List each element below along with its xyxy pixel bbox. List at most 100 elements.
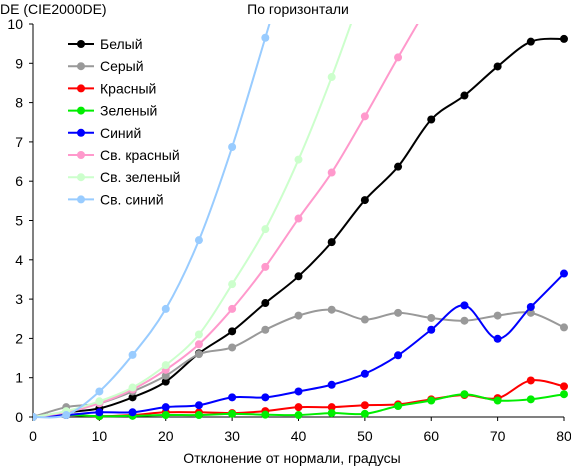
data-point (33, 413, 37, 421)
legend-marker (77, 106, 85, 115)
legend-item: Красный (68, 80, 156, 96)
x-tick-label: 20 (158, 428, 174, 444)
data-point (161, 411, 170, 420)
data-point (526, 302, 535, 311)
legend-label: Белый (100, 36, 143, 52)
data-point (294, 272, 303, 281)
chart-title: По горизонтали (247, 1, 349, 17)
data-point (95, 397, 104, 406)
data-point (161, 361, 170, 370)
data-point (360, 401, 369, 410)
x-tick-label: 70 (490, 428, 506, 444)
legend-label: Св. красный (100, 147, 180, 163)
data-point (228, 409, 237, 418)
data-point (394, 308, 403, 317)
legend-item: Серый (68, 58, 144, 74)
data-point (460, 390, 469, 399)
legend-item: Белый (68, 36, 143, 52)
data-point (460, 91, 469, 100)
data-point (327, 238, 336, 247)
data-point (95, 408, 104, 417)
legend-item: Синий (68, 125, 141, 141)
data-point (62, 411, 71, 420)
data-point (161, 403, 170, 412)
data-point (460, 301, 469, 310)
data-point (128, 383, 137, 392)
data-point (194, 401, 203, 410)
x-axis-title: Отклонение от нормали, градусы (183, 450, 400, 466)
series-1 (33, 305, 568, 421)
legend-marker (77, 84, 85, 93)
legend-label: Св. зеленый (100, 169, 180, 185)
data-point (128, 393, 137, 402)
y-tick-label: 7 (15, 134, 23, 150)
data-point (360, 369, 369, 378)
data-point (493, 334, 502, 343)
y-tick-label: 6 (15, 173, 23, 189)
y-tick-label: 10 (7, 16, 23, 32)
data-point (427, 115, 436, 124)
data-point (360, 112, 369, 121)
x-tick-label: 40 (291, 428, 307, 444)
data-point (327, 403, 336, 412)
series-6 (33, 24, 353, 421)
data-point (294, 155, 303, 164)
y-tick-label: 5 (15, 213, 23, 229)
data-point (427, 325, 436, 334)
x-tick-label: 30 (224, 428, 240, 444)
series-0 (33, 34, 568, 421)
data-point (161, 304, 170, 313)
data-point (161, 371, 170, 380)
y-tick-label: 4 (15, 252, 23, 268)
y-axis-title: DE (CIE2000DE) (0, 1, 107, 17)
data-point (261, 410, 270, 419)
data-point (327, 73, 336, 82)
legend-label: Св. синий (100, 191, 164, 207)
data-point (560, 269, 568, 278)
data-point (360, 196, 369, 205)
data-point (526, 308, 535, 317)
data-point (560, 34, 568, 43)
data-point (95, 387, 104, 396)
data-point (394, 53, 403, 62)
data-point (261, 33, 270, 42)
x-tick-label: 50 (357, 428, 373, 444)
data-point (228, 393, 237, 402)
data-point (493, 62, 502, 71)
data-point (294, 311, 303, 320)
data-point (394, 162, 403, 171)
data-point (228, 327, 237, 336)
data-point (493, 396, 502, 405)
data-point (261, 393, 270, 402)
y-tick-label: 2 (15, 330, 23, 346)
data-point (294, 411, 303, 420)
data-point (228, 304, 237, 313)
x-tick-label: 80 (556, 428, 571, 444)
y-tick-label: 8 (15, 95, 23, 111)
data-point (327, 380, 336, 389)
data-point (194, 340, 203, 349)
x-tick-label: 0 (29, 428, 37, 444)
data-point (427, 313, 436, 322)
data-point (327, 409, 336, 418)
data-point (526, 37, 535, 46)
data-point (327, 168, 336, 177)
legend-item: Св. зеленый (68, 169, 180, 185)
data-point (294, 403, 303, 412)
data-point (294, 387, 303, 396)
data-point (228, 143, 237, 152)
legend-item: Св. красный (68, 147, 180, 163)
data-point (327, 305, 336, 314)
x-tick-label: 10 (92, 428, 108, 444)
data-point (394, 401, 403, 410)
x-tick-label: 60 (423, 428, 439, 444)
data-point (261, 262, 270, 271)
legend-marker (77, 151, 85, 159)
data-point (128, 350, 137, 359)
legend-label: Зеленый (100, 103, 157, 119)
legend-item: Зеленый (68, 103, 157, 119)
data-point (560, 382, 568, 391)
data-point (360, 409, 369, 418)
legend-marker (77, 128, 85, 137)
data-point (493, 311, 502, 320)
